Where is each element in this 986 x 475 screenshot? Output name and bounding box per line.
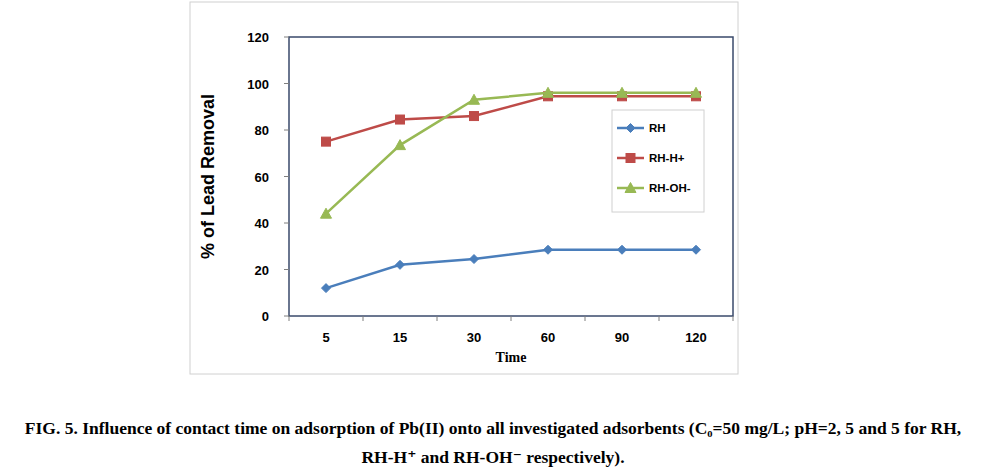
y-tick-label: 80 — [255, 123, 269, 138]
legend-marker — [626, 124, 635, 133]
x-tick-separator — [289, 316, 290, 321]
y-tick — [284, 223, 289, 224]
y-tick — [284, 269, 289, 270]
y-tick-label: 120 — [247, 30, 269, 45]
x-tick-label: 60 — [541, 330, 555, 345]
point — [470, 255, 479, 264]
y-tick-label: 0 — [262, 309, 269, 324]
legend-box — [612, 110, 704, 212]
series-line — [326, 250, 696, 288]
y-tick-label: 60 — [255, 170, 269, 185]
point — [322, 137, 331, 146]
point — [544, 245, 553, 254]
plot-frame — [289, 37, 733, 316]
point — [691, 87, 702, 97]
point — [322, 284, 331, 293]
point — [618, 245, 627, 254]
y-tick — [284, 37, 289, 38]
legend-marker — [625, 183, 636, 193]
y-tick-label: 100 — [247, 77, 269, 92]
point — [396, 115, 405, 124]
x-tick-label: 15 — [393, 330, 407, 345]
point — [692, 245, 701, 254]
x-tick-label: 5 — [322, 330, 329, 345]
legend-label: RH-OH- — [649, 182, 691, 194]
y-tick — [284, 176, 289, 177]
x-tick-separator — [733, 316, 734, 321]
chart-frame — [190, 2, 738, 374]
point — [395, 140, 406, 150]
caption: FIG. 5. Influence of contact time on ads… — [10, 414, 976, 472]
point — [321, 208, 332, 218]
legend-label: RH-H+ — [649, 152, 685, 164]
x-tick-separator — [585, 316, 586, 321]
point — [396, 260, 405, 269]
point — [469, 94, 480, 104]
x-tick-separator — [511, 316, 512, 321]
x-tick-label: 120 — [685, 330, 707, 345]
y-tick — [284, 316, 289, 317]
x-tick-label: 90 — [615, 330, 629, 345]
point — [617, 87, 628, 97]
legend-label: RH — [649, 122, 666, 134]
legend-marker — [626, 154, 635, 163]
x-tick-separator — [437, 316, 438, 321]
y-axis-label: % of Lead Removal — [198, 94, 218, 259]
x-tick-separator — [363, 316, 364, 321]
x-tick-separator — [659, 316, 660, 321]
x-axis-label: Time — [496, 350, 527, 365]
y-tick-label: 20 — [255, 263, 269, 278]
y-tick-label: 40 — [255, 216, 269, 231]
x-tick-label: 30 — [467, 330, 481, 345]
point — [470, 112, 479, 121]
y-tick — [284, 130, 289, 131]
point — [543, 87, 554, 97]
y-tick — [284, 83, 289, 84]
